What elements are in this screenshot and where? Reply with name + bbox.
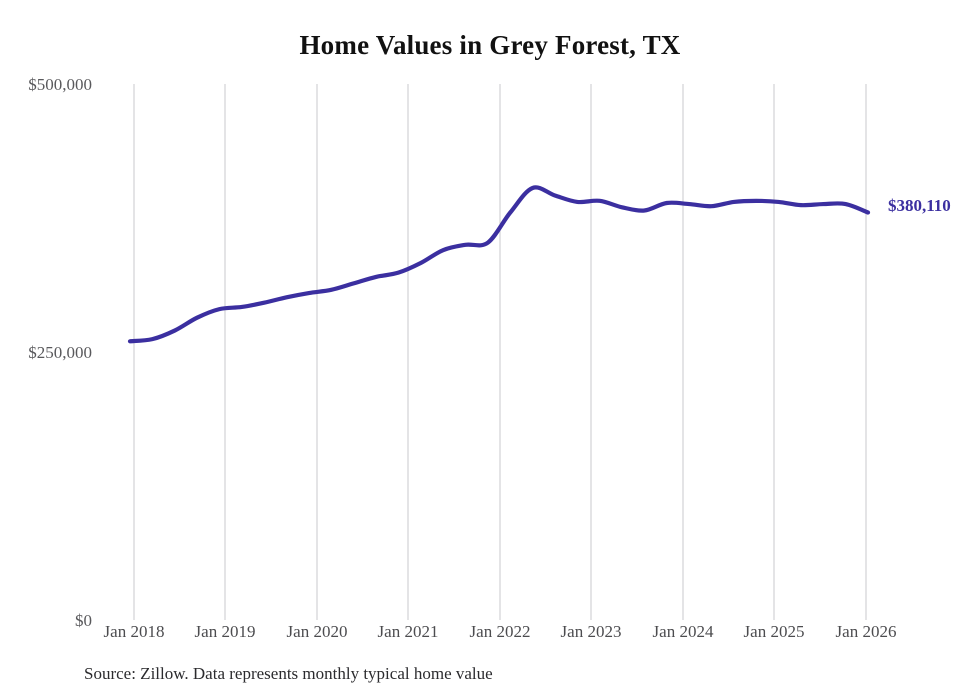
xtick-label-jan-2024: Jan 2024 (652, 622, 714, 641)
ytick-label-250000: $250,000 (28, 343, 92, 362)
xtick-label-jan-2023: Jan 2023 (560, 622, 622, 641)
gridlines (133, 84, 867, 620)
chart-title: Home Values in Grey Forest, TX (299, 30, 681, 60)
xtick-label-jan-2018: Jan 2018 (103, 622, 165, 641)
xtick-label-jan-2025: Jan 2025 (743, 622, 805, 641)
xtick-label-jan-2019: Jan 2019 (194, 622, 256, 641)
xtick-label-jan-2022: Jan 2022 (469, 622, 531, 641)
ytick-label-0: $0 (75, 611, 92, 630)
latest-value-label: $380,110 (888, 196, 951, 215)
ytick-label-500000: $500,000 (28, 75, 92, 94)
source-note: Source: Zillow. Data represents monthly … (84, 664, 493, 683)
xtick-label-jan-2021: Jan 2021 (377, 622, 439, 641)
series-line-typical-home-value (127, 185, 871, 344)
xtick-label-jan-2020: Jan 2020 (286, 622, 348, 641)
xtick-label-jan-2026: Jan 2026 (835, 622, 897, 641)
